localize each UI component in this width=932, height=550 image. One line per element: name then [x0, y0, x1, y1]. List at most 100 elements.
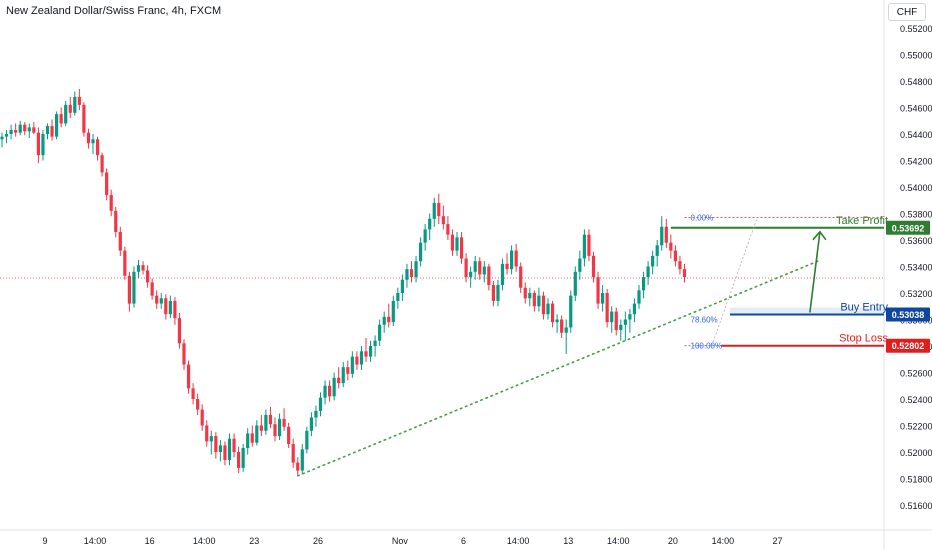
candle-body [601, 293, 605, 304]
chart-title: New Zealand Dollar/Swiss Franc, 4h, FXCM [6, 5, 222, 17]
candle-body [136, 265, 141, 272]
candle-body [382, 316, 386, 325]
candle-body [523, 287, 527, 299]
time-tick-label: Nov [392, 536, 409, 546]
candle-body [519, 266, 523, 288]
candle-body [623, 319, 627, 325]
candle-body [191, 388, 195, 399]
candle-body [660, 226, 664, 246]
candle-body [209, 436, 213, 442]
time-axis[interactable]: 9 14:00 16 14:00 23 26 Nov 6 14:00 13 14:00 20 14:00… [42, 536, 782, 546]
candle-body [109, 194, 113, 211]
price-tick-label: 0.52200 [900, 422, 932, 432]
time-tick-label: 20 [668, 536, 678, 546]
candle-body [332, 377, 336, 397]
candle-body [214, 436, 218, 452]
take-profit-arrow [809, 231, 821, 313]
candle-body [455, 237, 459, 251]
price-tick-label: 0.53800 [900, 210, 932, 220]
candle-body [359, 351, 364, 365]
candle-body [64, 104, 68, 124]
candlesticks [0, 88, 687, 476]
trade-levels[interactable]: Take Profit 0.53692 Buy Entry 0.53038 Stop L… [670, 215, 930, 353]
candle-body [95, 139, 100, 156]
candle-body [378, 324, 382, 341]
fib-retracement[interactable]: 0.00% 78.60% 100.00% [684, 213, 885, 351]
price-tick-label: 0.53200 [900, 289, 932, 299]
entry-zone [730, 307, 884, 315]
candle-body [441, 216, 445, 225]
buy-entry-price-text: 0.53038 [892, 310, 925, 320]
candle-body [155, 295, 159, 304]
candle-body [186, 364, 191, 389]
candle-body [246, 433, 250, 449]
price-tick-label: 0.53400 [900, 263, 932, 273]
candle-body [264, 414, 268, 431]
candle-body [300, 449, 304, 471]
take-profit-label: Take Profit [836, 215, 888, 227]
price-tick-label: 0.52600 [900, 369, 932, 379]
candle-body [391, 300, 395, 323]
candle-body [314, 410, 318, 418]
price-axis[interactable]: 0.55200 0.55000 0.54800 0.54600 0.54400 0.542… [900, 24, 932, 511]
time-tick-label: 23 [249, 536, 259, 546]
candle-body [223, 445, 227, 460]
fib-bottom-label: 100.00% [691, 342, 723, 351]
candle-body [482, 266, 486, 275]
candle-body [9, 130, 13, 134]
candle-body [159, 298, 163, 304]
candle-body [73, 96, 77, 113]
candle-body [287, 426, 291, 445]
candle-body [168, 300, 172, 315]
candle-body [318, 397, 323, 411]
currency-badge[interactable]: CHF [888, 3, 926, 21]
candle-body [173, 300, 177, 319]
candle-body [32, 127, 36, 133]
candle-body [505, 263, 509, 270]
candle-body [655, 245, 659, 256]
candle-body [45, 126, 50, 134]
candle-body [446, 224, 450, 235]
stop-loss-label: Stop Loss [839, 333, 888, 345]
candle-body [273, 424, 277, 437]
candle-body [578, 258, 582, 272]
candle-body [177, 318, 182, 344]
candle-body [123, 250, 127, 276]
candle-body [100, 155, 104, 173]
trendline[interactable] [296, 259, 822, 477]
price-tick-label: 0.52000 [900, 448, 932, 458]
candle-body [182, 343, 186, 365]
candle-body [496, 285, 500, 301]
candle-body [682, 269, 687, 278]
candle-body [532, 293, 536, 307]
candle-body [510, 250, 514, 270]
candle-body [241, 448, 245, 468]
candle-body [646, 266, 650, 278]
candle-body [651, 255, 655, 267]
candle-body [127, 275, 131, 304]
candle-body [55, 114, 59, 137]
candle-body [237, 452, 241, 468]
candle-body [387, 316, 391, 323]
candle-body [150, 282, 154, 296]
candle-body [564, 327, 568, 333]
candle-body [605, 293, 609, 323]
candle-body [23, 124, 27, 132]
candle-body [296, 462, 300, 471]
candle-body [118, 232, 122, 251]
candle-body [491, 285, 495, 301]
candle-body [664, 226, 668, 243]
candle-body [132, 271, 136, 304]
candle-body [450, 234, 455, 251]
candle-body [409, 269, 414, 278]
candle-body [18, 124, 22, 133]
candle-body [373, 340, 377, 346]
time-tick-label: 14:00 [193, 536, 216, 546]
candle-body [537, 295, 541, 307]
candle-body [637, 290, 641, 304]
time-tick-label: 13 [563, 536, 573, 546]
time-tick-label: 14:00 [507, 536, 530, 546]
fib-mid-label: 78.60% [691, 316, 718, 325]
candle-body [305, 430, 309, 450]
